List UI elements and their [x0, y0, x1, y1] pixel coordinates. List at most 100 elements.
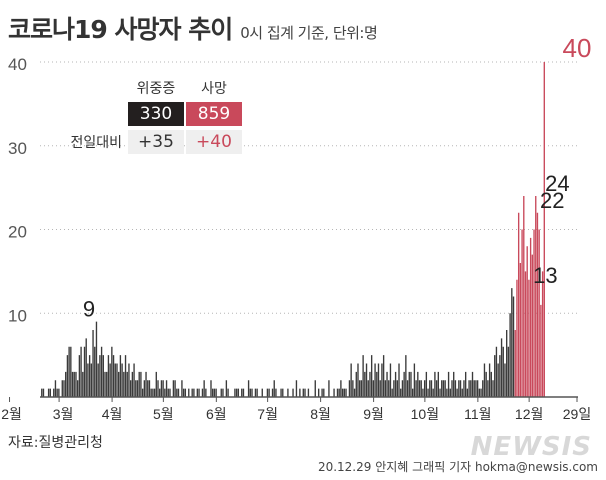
bar-23: [80, 346, 82, 397]
bar-181: [350, 363, 352, 397]
bar-198: [379, 380, 381, 397]
bar-211: [401, 380, 404, 397]
bar-118: [242, 388, 245, 398]
bar-286: [529, 237, 532, 398]
bar-214: [406, 380, 409, 397]
bar-78: [174, 380, 176, 397]
bar-54: [133, 363, 135, 397]
chart-title: 코로나19 사망자 추이: [8, 15, 233, 44]
bar-226: [427, 388, 429, 398]
bar-205: [391, 388, 393, 398]
bar-12: [61, 380, 63, 397]
bar-17: [70, 346, 72, 397]
bar-18: [71, 371, 74, 398]
bar-192: [369, 371, 371, 398]
bar-253: [473, 380, 475, 397]
bar-38: [106, 371, 108, 398]
annotation-24: 24: [545, 171, 569, 196]
x-tick-label-3: 5월: [153, 406, 174, 422]
bar-32: [95, 321, 98, 398]
bar-257: [480, 388, 482, 398]
bar-19: [73, 371, 75, 398]
annotation-9: 9: [83, 297, 95, 322]
bar-86: [188, 388, 190, 398]
chart-header: 코로나19 사망자 추이 0시 집계 기준, 단위:명: [8, 10, 378, 50]
bar-43: [114, 363, 116, 397]
bar-186: [359, 380, 361, 397]
bar-141: [282, 388, 284, 398]
bar-8: [54, 380, 57, 397]
bar-61: [145, 371, 147, 398]
bar-294: [543, 62, 545, 397]
bar-230: [434, 371, 436, 398]
bar-133: [268, 388, 270, 398]
bar-137: [275, 388, 277, 398]
bar-42: [112, 355, 115, 398]
bar-240: [451, 380, 453, 397]
bar-248: [464, 371, 467, 398]
credit-line: 20.12.29 안지혜 그래픽 기자 hokma@newsis.com: [317, 460, 598, 474]
bar-56: [136, 380, 139, 397]
bar-149: [295, 380, 298, 397]
bar-268: [499, 355, 501, 398]
bar-173: [336, 388, 339, 398]
bar-51: [128, 363, 130, 397]
bar-220: [417, 371, 419, 398]
bar-270: [502, 346, 504, 397]
x-tick-label-6: 8월: [310, 406, 331, 422]
bar-247: [463, 380, 465, 397]
bar-269: [500, 338, 503, 397]
bar-229: [432, 388, 434, 398]
bar-52: [129, 380, 132, 397]
bar-53: [131, 371, 134, 398]
bar-55: [135, 380, 137, 397]
bar-277: [514, 330, 516, 397]
bar-65: [152, 388, 154, 398]
bar-278: [516, 279, 518, 397]
bar-224: [423, 380, 426, 397]
bar-210: [400, 388, 402, 398]
bar-0: [41, 388, 43, 398]
bar-72: [164, 388, 166, 398]
bar-34: [99, 355, 101, 398]
bar-40: [109, 363, 111, 397]
x-tick-label-9: 11월: [464, 406, 491, 422]
x-tick-label-2: 4월: [102, 406, 123, 422]
deaths-change: +40: [186, 130, 242, 154]
bar-239: [449, 388, 451, 398]
bar-264: [492, 380, 494, 397]
bar-287: [531, 254, 534, 398]
bar-115: [237, 388, 240, 398]
bar-27: [87, 363, 89, 397]
x-tick-label-10: 12월: [515, 406, 543, 422]
y-tick-label-2: 30: [8, 139, 27, 158]
bar-201: [384, 380, 387, 397]
bar-102: [215, 388, 217, 398]
bar-191: [367, 380, 369, 397]
y-tick-label-1: 20: [8, 223, 27, 242]
bar-185: [357, 363, 359, 397]
bar-288: [533, 229, 535, 397]
bar-37: [104, 371, 106, 398]
bar-7: [53, 388, 55, 398]
bar-196: [376, 371, 378, 398]
bar-22: [78, 355, 81, 398]
grid-layer: 10 20 30 40: [8, 55, 578, 325]
bar-140: [280, 388, 282, 398]
bar-89: [193, 388, 195, 398]
bar-10: [58, 388, 60, 398]
bar-200: [382, 355, 385, 398]
bar-292: [540, 304, 542, 398]
bar-177: [343, 388, 345, 398]
bar-261: [487, 380, 489, 397]
bar-281: [521, 229, 523, 397]
bar-30: [92, 330, 94, 397]
bar-209: [398, 363, 400, 397]
y-tick-label-0: 10: [8, 306, 27, 325]
critical-total: 330: [128, 102, 184, 126]
bar-183: [353, 388, 356, 398]
bar-293: [541, 271, 544, 398]
bar-15: [66, 355, 69, 398]
bar-282: [523, 196, 525, 397]
